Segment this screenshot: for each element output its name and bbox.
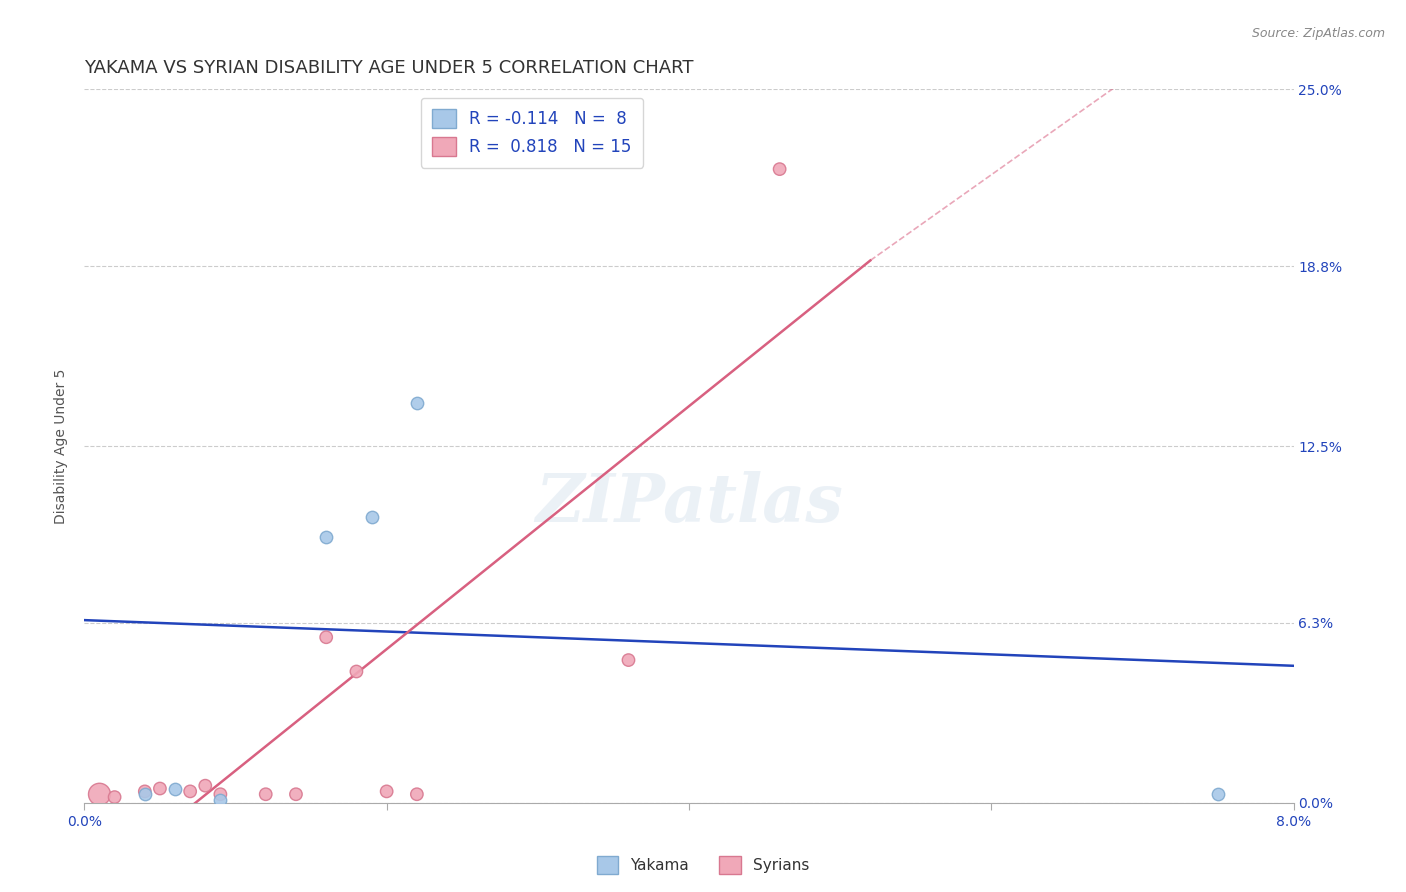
Legend: R = -0.114   N =  8, R =  0.818   N = 15: R = -0.114 N = 8, R = 0.818 N = 15 (420, 97, 643, 168)
Point (104, 790, 127, 805)
Point (285, 787, 308, 801)
Point (89, 787, 111, 801)
Point (209, 793, 232, 807)
Y-axis label: Disability Age Under 5: Disability Age Under 5 (55, 368, 69, 524)
Point (149, 781, 172, 796)
Point (617, 653, 640, 667)
Point (315, 630, 337, 644)
Legend: Yakama, Syrians: Yakama, Syrians (591, 850, 815, 880)
Point (360, 510, 382, 524)
Point (346, 665, 368, 679)
Point (165, 781, 187, 796)
Text: YAKAMA VS SYRIAN DISABILITY AGE UNDER 5 CORRELATION CHART: YAKAMA VS SYRIAN DISABILITY AGE UNDER 5 … (84, 59, 693, 77)
Point (134, 784, 156, 798)
Point (315, 530, 337, 544)
Point (769, 162, 792, 177)
Point (194, 779, 217, 793)
Point (179, 784, 201, 798)
Point (406, 396, 429, 410)
Point (134, 787, 156, 801)
Point (254, 787, 277, 801)
Point (209, 787, 232, 801)
Point (375, 784, 398, 798)
Text: ZIPatlas: ZIPatlas (536, 471, 842, 535)
Point (406, 787, 429, 801)
Point (1206, 787, 1229, 801)
Text: Source: ZipAtlas.com: Source: ZipAtlas.com (1251, 27, 1385, 40)
